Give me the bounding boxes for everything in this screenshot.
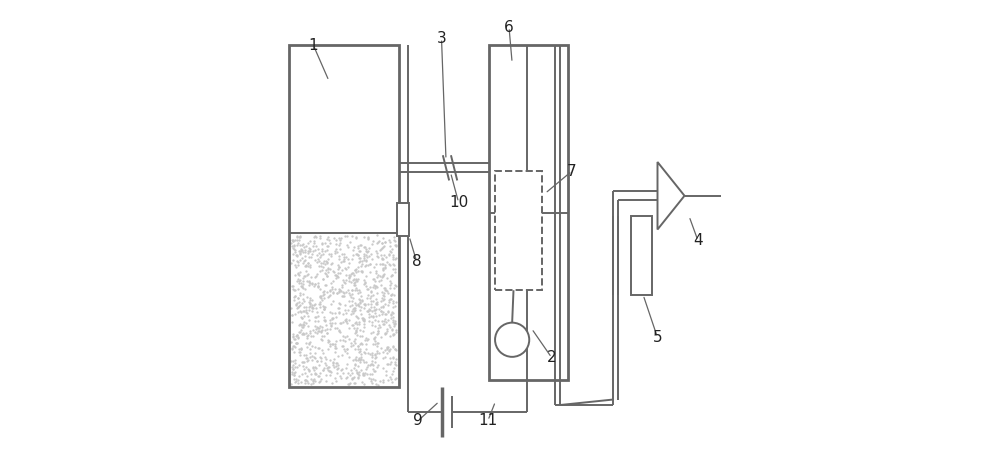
Text: 6: 6 [504, 19, 514, 35]
Bar [489, 45, 568, 380]
Bar [495, 171, 542, 290]
Text: 5: 5 [653, 330, 662, 345]
Text: 7: 7 [567, 163, 577, 179]
Text: 1: 1 [308, 37, 318, 53]
Text: 8: 8 [412, 254, 422, 270]
Polygon shape [658, 162, 685, 230]
Text: 10: 10 [449, 195, 468, 210]
Text: 3: 3 [437, 31, 446, 46]
Bar [397, 202, 409, 236]
Bar [631, 216, 652, 295]
Text: 2: 2 [547, 350, 557, 365]
Text: 4: 4 [693, 233, 703, 248]
Circle shape [495, 323, 529, 357]
Bar [288, 45, 399, 387]
Text: 11: 11 [478, 413, 497, 428]
Text: 9: 9 [413, 413, 423, 428]
